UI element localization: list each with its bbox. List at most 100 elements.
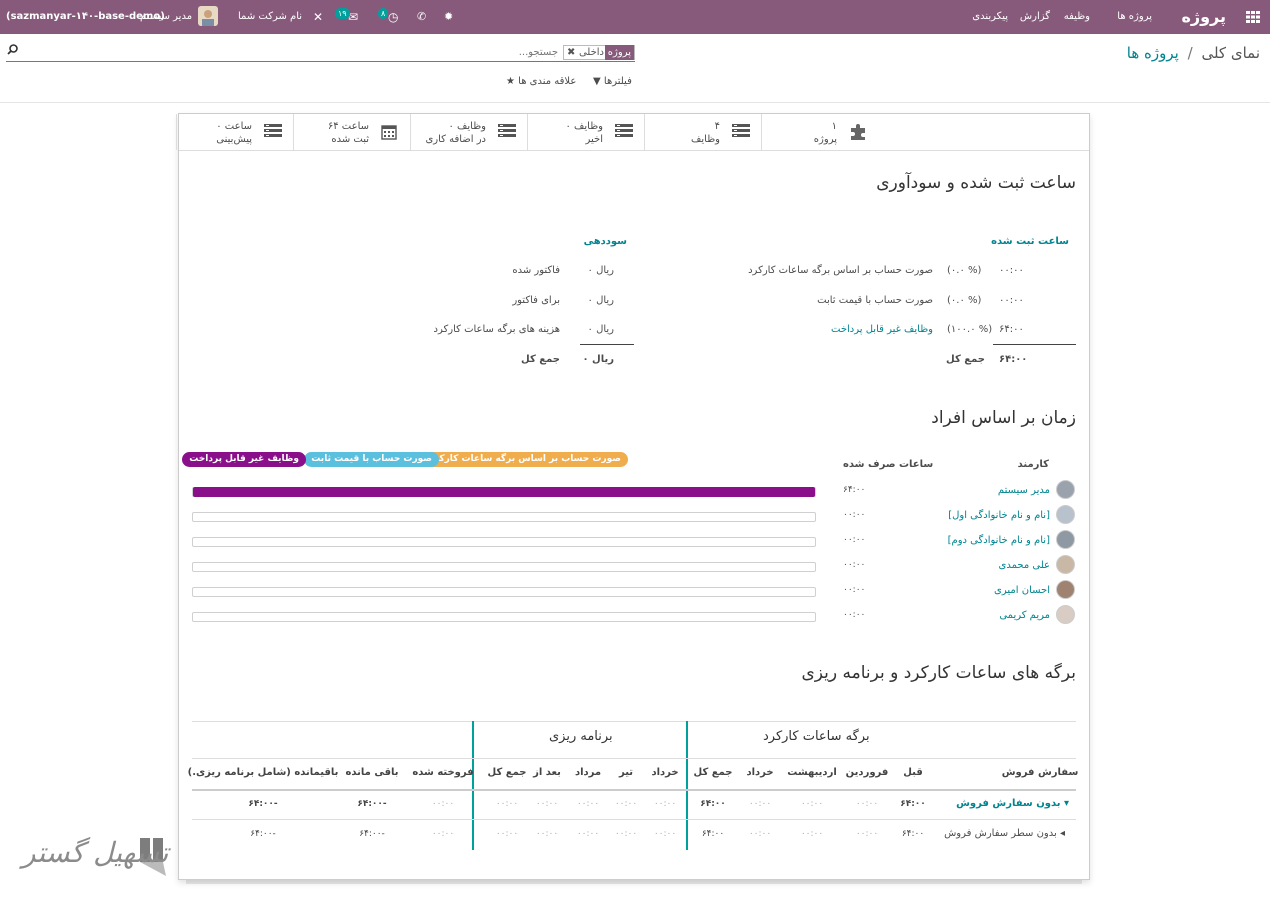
apps-menu-icon[interactable] — [1246, 0, 1260, 49]
stat-button-projects[interactable]: ۱ پروژه — [761, 114, 877, 150]
hours-value: ۶۴:۰۰ — [999, 324, 1024, 335]
stat-value: ۶۴ ساعت — [327, 121, 369, 132]
tasks-icon — [264, 124, 282, 138]
table-cell: ۰۰:۰۰ — [535, 799, 559, 809]
top-navbar: پروژه پروژه ها وظیفه گزارش پیکربندی (saz… — [0, 0, 1270, 34]
stat-label: ثبت شده — [331, 134, 369, 145]
employee-hours: ۰۰:۰۰ — [843, 610, 866, 620]
stat-button-tasks[interactable]: ۴ وظایف — [644, 114, 760, 150]
stat-button-forecast[interactable]: ۰ ساعت پیش‌بینی — [176, 114, 292, 150]
table-cell: ۰۰:۰۰ — [800, 829, 824, 839]
table-top-line — [192, 721, 1076, 722]
sheet-shadow — [186, 880, 1082, 884]
table-header-cell: فروخته شده — [412, 767, 474, 778]
menu-tasks[interactable]: وظیفه — [1063, 11, 1090, 22]
messages-badge: ۱۹ — [335, 8, 350, 19]
user-avatar[interactable] — [198, 6, 218, 26]
employee-name[interactable]: احسان امیری — [994, 585, 1050, 596]
table-cell: ۰۰:۰۰ — [576, 829, 600, 839]
company-name[interactable]: نام شرکت شما — [238, 11, 303, 22]
employee-hours-bar — [192, 587, 816, 597]
employee-hours: ۰۰:۰۰ — [843, 585, 866, 595]
employee-hours: ۰۰:۰۰ — [843, 560, 866, 570]
hours-label-link[interactable]: وظایف غیر قابل پرداخت — [831, 324, 933, 335]
activity-icon[interactable]: ◷ — [388, 10, 399, 24]
table-cell: ۶۴:۰۰- — [359, 829, 385, 839]
facet-remove-icon[interactable]: ✖ — [567, 47, 576, 58]
bug-icon[interactable]: ✹ — [444, 10, 454, 23]
menu-projects[interactable]: پروژه ها — [1117, 11, 1152, 22]
employee-name[interactable]: [نام و نام خانوادگی دوم] — [947, 535, 1050, 546]
table-cell: ۶۴:۰۰ — [901, 829, 925, 839]
employee-hours-bar — [192, 612, 816, 622]
employee-avatar — [1056, 580, 1075, 599]
employee-avatar — [1056, 555, 1075, 574]
employee-avatar — [1056, 605, 1075, 624]
stat-button-recent-tasks[interactable]: ۰ وظایف اخیر — [527, 114, 643, 150]
employee-hours-bar — [192, 537, 816, 547]
table-cell: ۶۴:۰۰ — [900, 799, 926, 809]
table-cell: ۰۰:۰۰ — [431, 829, 455, 839]
phone-icon[interactable]: ✆ — [417, 10, 427, 23]
breadcrumb-current: نمای کلی — [1201, 44, 1260, 62]
section-title-people: زمان بر اساس افراد — [931, 408, 1076, 428]
hours-total-label: جمع کل — [946, 354, 985, 365]
group-header-planning: برنامه ریزی — [549, 729, 613, 744]
table-header-bottom-line — [192, 789, 1076, 791]
table-header-cell: جمع کل — [693, 767, 733, 778]
employee-hours-bar-fill — [193, 487, 815, 497]
hours-total-value: ۶۴:۰۰ — [999, 354, 1028, 365]
stat-value: ۰ وظایف — [448, 121, 486, 132]
filters-button[interactable]: ▼ فیلترها — [593, 76, 632, 87]
user-name[interactable]: مدیر سیستم — [140, 11, 193, 22]
table-cell: ۰۰:۰۰ — [495, 799, 519, 809]
legend-timesheet: صورت حساب بر اساس برگه ساعات کارکرد — [422, 452, 628, 467]
table-cell: ۰۰:۰۰ — [614, 829, 638, 839]
table-cell: ۶۴:۰۰ — [701, 829, 725, 839]
stat-label: اخیر — [585, 134, 604, 145]
search-icon[interactable] — [7, 44, 18, 58]
search-input[interactable] — [24, 45, 558, 60]
puzzle-icon — [849, 124, 867, 140]
breadcrumb-parent[interactable]: پروژه ها — [1126, 44, 1179, 62]
messages-icon[interactable]: ✉ — [348, 10, 359, 24]
col-employee: کارمند — [1017, 459, 1049, 470]
hours-percent: (۱۰۰.۰ %) — [947, 324, 993, 335]
table-header-line — [192, 758, 1076, 759]
star-icon: ★ — [506, 76, 515, 87]
menu-configuration[interactable]: پیکربندی — [972, 11, 1008, 22]
search-facet[interactable]: پروژه داخلی ✖ — [563, 45, 635, 60]
table-row-label[interactable]: ◂ بدون سطر سفارش فروش — [944, 828, 1065, 839]
stat-label: پروژه — [813, 134, 837, 145]
watermark-logo — [140, 838, 166, 881]
employee-hours: ۰۰:۰۰ — [843, 510, 866, 520]
group-separator-left — [472, 721, 474, 850]
table-cell: ۰۰:۰۰ — [614, 799, 638, 809]
employee-hours-bar — [192, 487, 816, 497]
menu-reporting[interactable]: گزارش — [1019, 11, 1050, 22]
legend-non-billable: وظایف غیر قابل پرداخت — [182, 452, 306, 467]
table-cell: ۰۰:۰۰ — [748, 799, 772, 809]
company-switch-icon[interactable]: ✕ — [313, 10, 324, 24]
table-header-cell: بعد از — [533, 767, 561, 778]
employee-hours-bar — [192, 512, 816, 522]
table-cell: ۶۴:۰۰- — [357, 799, 387, 809]
profit-label: برای فاکتور — [512, 295, 560, 306]
favorites-button[interactable]: ★ علاقه مندی ها — [506, 76, 576, 87]
app-title[interactable]: پروژه — [1181, 7, 1226, 26]
employee-name[interactable]: علی محمدی — [998, 560, 1050, 571]
hours-header: ساعت ثبت شده — [991, 236, 1069, 247]
profit-total-value: ۰ ریال — [582, 354, 614, 365]
hours-label: صورت حساب بر اساس برگه ساعات کارکرد — [748, 265, 933, 276]
employee-name[interactable]: مریم کریمی — [999, 610, 1050, 621]
table-cell: ۰۰:۰۰ — [855, 829, 879, 839]
table-row-label[interactable]: ▾ بدون سفارش فروش — [956, 798, 1069, 809]
table-cell: ۰۰:۰۰ — [535, 829, 559, 839]
stat-button-overtime-tasks[interactable]: ۰ وظایف در اضافه کاری — [410, 114, 526, 150]
facet-label: پروژه — [604, 45, 634, 60]
employee-name[interactable]: مدیر سیستم — [997, 485, 1050, 496]
employee-name[interactable]: [نام و نام خانوادگی اول] — [948, 510, 1050, 521]
stat-button-logged-hours[interactable]: ۶۴ ساعت ثبت شده — [293, 114, 409, 150]
section-title-profitability: ساعت ثبت شده و سودآوری — [876, 173, 1076, 193]
db-name: (sazmanyar-۱۴۰-base-demo) — [6, 11, 165, 22]
